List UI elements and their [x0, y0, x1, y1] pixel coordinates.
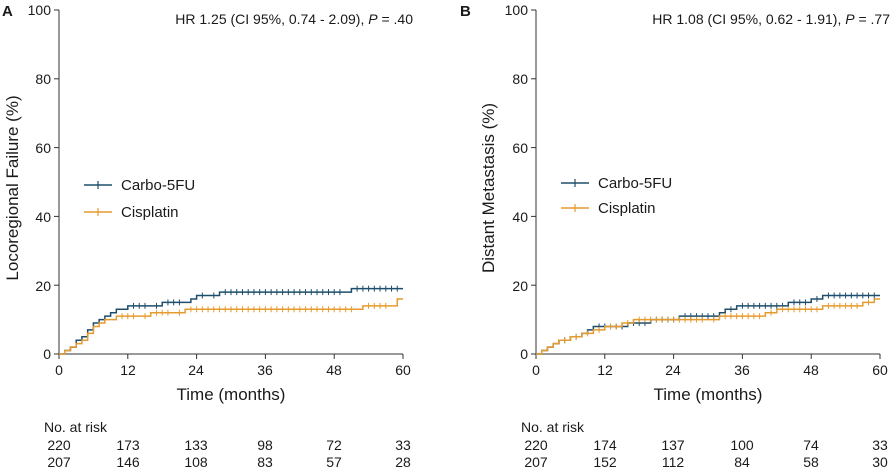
panel-b-risk-carbo-24: 137: [661, 437, 685, 453]
panel-b-xtick-12: 12: [597, 362, 613, 378]
panel-a-hr-p-label: P: [368, 11, 378, 27]
panel-a-ytick-60: 60: [35, 140, 51, 156]
panel-b-legend-carbo: Carbo-5FU: [598, 175, 672, 192]
panel-a-risk-cis-12: 146: [116, 454, 140, 468]
panel-a-ytick-20: 20: [35, 278, 51, 294]
panel-b-risk-carbo-60: 33: [872, 437, 888, 453]
panel-a-letter: A: [2, 3, 13, 20]
panel-a-risk-carbo-12: 173: [116, 437, 140, 453]
panel-b-ytick-40: 40: [512, 209, 528, 225]
panel-b: B 0 20 40 60 80 100 0 12 24 36 48 60 Dis…: [460, 2, 890, 468]
panel-a-y-axis-title: Locoregional Failure (%): [3, 95, 22, 280]
panel-a-hazard-ratio: HR 1.25 (CI 95%, 0.74 - 2.09), P = .40: [175, 11, 413, 27]
panel-a-ytick-40: 40: [35, 209, 51, 225]
panel-b-xtick-60: 60: [872, 362, 888, 378]
panel-b-curve-cisplatin: [536, 298, 880, 355]
panel-a-risk-cis-60: 28: [395, 454, 411, 468]
panel-b-xtick-36: 36: [734, 362, 750, 378]
panel-a-risk-carbo-60: 33: [395, 437, 411, 453]
panel-b-legend-cisplatin: Cisplatin: [598, 200, 656, 217]
panel-b-y-axis-title: Distant Metastasis (%): [479, 103, 498, 273]
panel-b-risk-cis-36: 84: [734, 454, 750, 468]
panel-b-xtick-0: 0: [532, 362, 540, 378]
panel-b-ytick-100: 100: [505, 2, 529, 18]
panel-b-xtick-48: 48: [803, 362, 819, 378]
panel-a-risk-cis-0: 207: [47, 454, 71, 468]
panel-b-x-ticks: 0 12 24 36 48 60: [532, 354, 888, 378]
panel-a-ytick-80: 80: [35, 71, 51, 87]
panel-a-risk-cis-36: 83: [257, 454, 273, 468]
panel-b-risk-label: No. at risk: [521, 419, 585, 435]
panel-b-hr-p-value: = .77: [855, 11, 891, 27]
panel-b-risk-cis-12: 152: [593, 454, 617, 468]
panel-b-risk-table: No. at risk 220 174 137 100 74 33 207 15…: [521, 419, 888, 468]
panel-b-hr-prefix: HR 1.08 (CI 95%, 0.62 - 1.91),: [652, 11, 845, 27]
panel-a-curve-cisplatin: [59, 298, 403, 355]
panel-a-xtick-24: 24: [188, 362, 204, 378]
panel-a-x-axis-title: Time (months): [177, 385, 286, 404]
panel-b-hr-p-label: P: [845, 11, 855, 27]
panel-a-x-ticks: 0 12 24 36 48 60: [55, 354, 411, 378]
panel-a-xtick-12: 12: [120, 362, 136, 378]
panel-a-xtick-60: 60: [395, 362, 411, 378]
panel-a-legend-carbo: Carbo-5FU: [121, 177, 195, 194]
panel-a-risk-carbo-48: 72: [326, 437, 342, 453]
panel-b-legend: Carbo-5FU Cisplatin: [561, 175, 672, 217]
panel-b-letter: B: [460, 3, 471, 20]
panel-b-risk-carbo-36: 100: [730, 437, 754, 453]
panel-b-hazard-ratio: HR 1.08 (CI 95%, 0.62 - 1.91), P = .77: [652, 11, 890, 27]
panel-a-risk-table: No. at risk 220 173 133 98 72 33 207 146…: [44, 419, 411, 468]
panel-a-risk-carbo-0: 220: [47, 437, 71, 453]
panel-a-risk-cis-48: 57: [326, 454, 342, 468]
panel-a-risk-cis-24: 108: [184, 454, 208, 468]
panel-a-hr-prefix: HR 1.25 (CI 95%, 0.74 - 2.09),: [175, 11, 368, 27]
panel-b-risk-cis-48: 58: [803, 454, 819, 468]
panel-a-curve-carbo-5fu: [59, 287, 403, 355]
panel-b-ytick-0: 0: [520, 346, 528, 362]
panel-a-series: [59, 285, 403, 355]
panel-a-legend: Carbo-5FU Cisplatin: [84, 177, 195, 221]
panel-a-ytick-100: 100: [28, 2, 52, 18]
panel-a-risk-label: No. at risk: [44, 419, 108, 435]
panel-b-risk-cis-0: 207: [524, 454, 548, 468]
panel-b-x-axis-title: Time (months): [654, 385, 763, 404]
panel-b-ytick-60: 60: [512, 140, 528, 156]
panel-b-y-ticks: 0 20 40 60 80 100: [505, 2, 536, 362]
panel-b-risk-cis-60: 30: [872, 454, 888, 468]
panel-b-risk-carbo-12: 174: [593, 437, 617, 453]
panel-b-risk-carbo-0: 220: [524, 437, 548, 453]
panel-a-xtick-36: 36: [257, 362, 273, 378]
panel-b-series: [536, 292, 880, 355]
panel-a-xtick-0: 0: [55, 362, 63, 378]
panel-b-xtick-24: 24: [665, 362, 681, 378]
panel-a-legend-cisplatin: Cisplatin: [121, 204, 179, 221]
panel-a-risk-carbo-36: 98: [257, 437, 273, 453]
panel-a: A 0 20 40 60 80 100 0 12 24 36 48 60 Loc…: [2, 2, 413, 468]
panel-a-hr-p-value: = .40: [378, 11, 414, 27]
panel-a-xtick-48: 48: [326, 362, 342, 378]
panel-b-risk-cis-24: 112: [662, 454, 685, 468]
panel-a-ytick-0: 0: [43, 346, 51, 362]
panel-b-ytick-80: 80: [512, 71, 528, 87]
panel-a-y-ticks: 0 20 40 60 80 100: [28, 2, 59, 362]
panel-b-ytick-20: 20: [512, 278, 528, 294]
panel-b-risk-carbo-48: 74: [803, 437, 819, 453]
panel-a-risk-carbo-24: 133: [184, 437, 208, 453]
